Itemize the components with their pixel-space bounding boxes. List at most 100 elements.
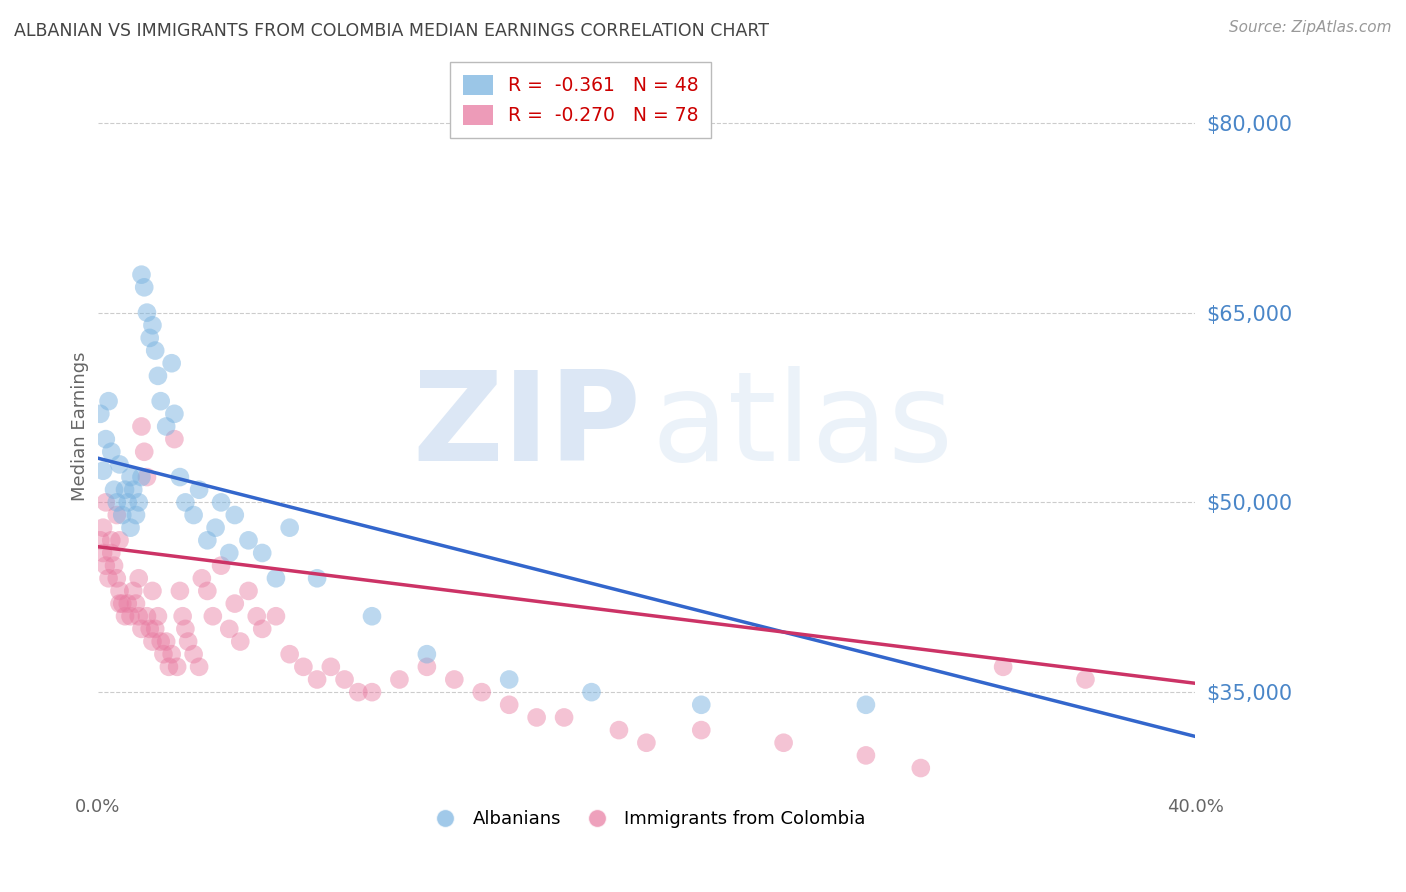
Point — [246, 609, 269, 624]
Point — [252, 622, 274, 636]
Point — [388, 673, 411, 687]
Point — [136, 470, 159, 484]
Point — [136, 305, 159, 319]
Point — [100, 444, 122, 458]
Point — [347, 685, 370, 699]
Point — [108, 458, 131, 472]
Point — [195, 533, 218, 548]
Point — [155, 419, 177, 434]
Point — [636, 736, 658, 750]
Point — [690, 698, 713, 712]
Point — [131, 419, 153, 434]
Point — [122, 483, 145, 497]
Point — [163, 432, 186, 446]
Point — [117, 597, 139, 611]
Point — [141, 634, 163, 648]
Text: atlas: atlas — [652, 366, 955, 487]
Point — [333, 673, 356, 687]
Point — [114, 483, 136, 497]
Point — [209, 495, 232, 509]
Point — [131, 470, 153, 484]
Point — [152, 647, 174, 661]
Point — [772, 736, 794, 750]
Point — [103, 483, 125, 497]
Point — [108, 597, 131, 611]
Point — [91, 464, 114, 478]
Point — [91, 546, 114, 560]
Point — [252, 546, 274, 560]
Point — [361, 609, 384, 624]
Point — [89, 533, 111, 548]
Point — [117, 495, 139, 509]
Point — [264, 609, 287, 624]
Point — [120, 609, 142, 624]
Point — [224, 597, 246, 611]
Point — [238, 533, 260, 548]
Point — [91, 521, 114, 535]
Point — [131, 622, 153, 636]
Point — [169, 583, 191, 598]
Point — [188, 660, 211, 674]
Point — [195, 583, 218, 598]
Point — [108, 533, 131, 548]
Point — [498, 673, 520, 687]
Text: ZIP: ZIP — [412, 366, 641, 487]
Point — [138, 622, 160, 636]
Point — [157, 660, 180, 674]
Point — [218, 622, 240, 636]
Point — [224, 508, 246, 522]
Point — [138, 331, 160, 345]
Point — [97, 571, 120, 585]
Point — [166, 660, 188, 674]
Y-axis label: Median Earnings: Median Earnings — [72, 351, 89, 501]
Point — [155, 634, 177, 648]
Point — [581, 685, 603, 699]
Point — [146, 368, 169, 383]
Point — [128, 571, 150, 585]
Text: Source: ZipAtlas.com: Source: ZipAtlas.com — [1229, 20, 1392, 35]
Point — [169, 470, 191, 484]
Point — [94, 558, 117, 573]
Point — [183, 647, 205, 661]
Point — [319, 660, 342, 674]
Point — [120, 470, 142, 484]
Legend: Albanians, Immigrants from Colombia: Albanians, Immigrants from Colombia — [420, 803, 873, 836]
Point — [855, 698, 877, 712]
Point — [94, 432, 117, 446]
Point — [443, 673, 465, 687]
Point — [910, 761, 932, 775]
Point — [229, 634, 252, 648]
Point — [89, 407, 111, 421]
Point — [97, 394, 120, 409]
Point — [160, 647, 183, 661]
Point — [163, 407, 186, 421]
Point — [100, 533, 122, 548]
Point — [174, 495, 197, 509]
Point — [111, 508, 134, 522]
Text: ALBANIAN VS IMMIGRANTS FROM COLOMBIA MEDIAN EARNINGS CORRELATION CHART: ALBANIAN VS IMMIGRANTS FROM COLOMBIA MED… — [14, 22, 769, 40]
Point — [108, 583, 131, 598]
Point — [307, 571, 329, 585]
Point — [191, 571, 214, 585]
Point — [183, 508, 205, 522]
Point — [361, 685, 384, 699]
Point — [201, 609, 224, 624]
Point — [105, 571, 128, 585]
Point — [855, 748, 877, 763]
Point — [128, 609, 150, 624]
Point — [264, 571, 287, 585]
Point — [991, 660, 1014, 674]
Point — [105, 508, 128, 522]
Point — [307, 673, 329, 687]
Point — [94, 495, 117, 509]
Point — [160, 356, 183, 370]
Point — [149, 394, 172, 409]
Point — [125, 597, 148, 611]
Point — [120, 521, 142, 535]
Point — [238, 583, 260, 598]
Point — [278, 647, 301, 661]
Point — [111, 597, 134, 611]
Point — [209, 558, 232, 573]
Point — [188, 483, 211, 497]
Point — [149, 634, 172, 648]
